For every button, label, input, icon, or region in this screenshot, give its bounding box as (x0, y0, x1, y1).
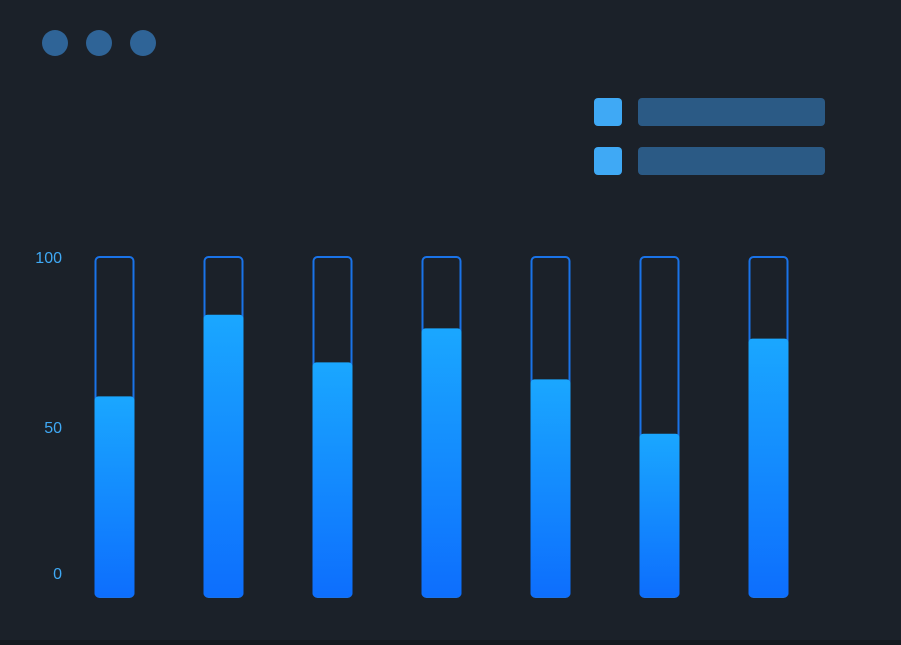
y-tick-label: 0 (53, 566, 62, 583)
y-tick-label: 100 (35, 250, 62, 267)
bar (94, 396, 135, 597)
bar (748, 338, 789, 597)
bar (312, 362, 353, 597)
legend-placeholder (638, 147, 825, 175)
legend-swatch (594, 98, 622, 126)
bar (639, 433, 680, 597)
window-dot[interactable] (130, 30, 156, 56)
window-dot[interactable] (42, 30, 68, 56)
y-tick-label: 50 (44, 420, 62, 437)
bar (530, 379, 571, 597)
bar (421, 328, 462, 597)
window-dot[interactable] (86, 30, 112, 56)
legend-swatch (594, 147, 622, 175)
bottom-edge (0, 640, 901, 645)
bar (203, 314, 244, 597)
legend-placeholder (638, 98, 825, 126)
